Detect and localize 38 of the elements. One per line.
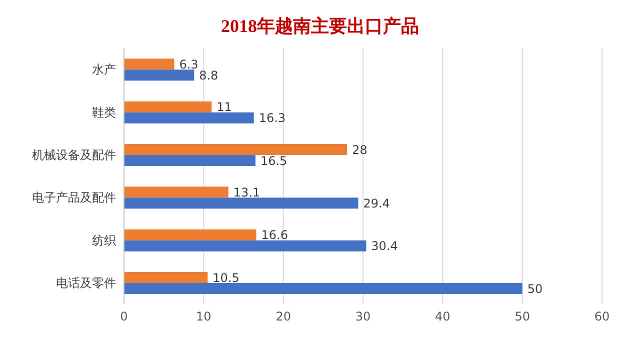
data-label: 6.3 [179,57,198,72]
data-label: 28 [352,142,368,157]
x-tick-label: 30 [355,310,371,324]
data-label: 13.1 [233,185,260,200]
data-label: 16.6 [261,228,288,242]
bar [124,101,212,112]
y-tick-label: 水产 [92,62,116,77]
x-tick-label: 20 [276,310,291,324]
y-tick-label: 机械设备及配件 [32,148,116,162]
y-tick-label: 电子产品及配件 [32,190,116,205]
data-label: 30.4 [371,239,398,254]
x-tick-label: 40 [435,310,450,324]
bar [124,155,256,166]
y-tick-label: 电话及零件 [56,276,116,290]
data-label: 16.3 [258,111,286,126]
bar [124,283,522,294]
y-tick-label: 鞋类 [92,105,116,120]
data-label: 29.4 [363,196,390,210]
x-tick-label: 60 [594,310,610,324]
bar [124,272,208,283]
chart-title: 2018年越南主要出口产品 [220,15,420,38]
bar [124,186,228,198]
data-label: 11 [216,100,232,114]
bar [124,70,194,81]
data-label: 50 [527,282,543,296]
x-tick-label: 10 [196,310,212,324]
bar [124,198,358,209]
bar [124,229,256,240]
bar [124,58,174,70]
data-label: 8.8 [199,68,218,82]
bar [124,240,366,252]
x-tick-label: 0 [120,310,128,324]
y-tick-label: 纺织 [92,233,116,248]
data-label: 10.5 [212,270,240,285]
bar [124,112,254,124]
data-label: 16.5 [260,154,288,168]
x-tick-label: 50 [514,310,530,324]
bar [124,144,348,155]
